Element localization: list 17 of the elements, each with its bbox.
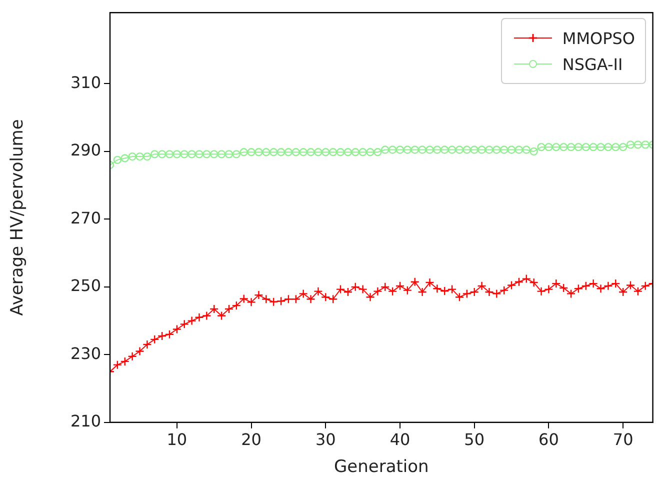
y-axis-title: Average HV/pervolume [8, 119, 28, 316]
x-tick-label: 70 [612, 430, 634, 450]
y-tick-label: 250 [70, 276, 101, 296]
x-tick-label: 30 [315, 430, 336, 450]
x-axis-title: Generation [334, 457, 429, 478]
x-tick-label: 20 [241, 430, 262, 450]
y-tick-label: 310 [70, 72, 101, 92]
x-tick-label: 10 [166, 430, 188, 450]
y-tick-label: 210 [70, 412, 101, 431]
legend-label: MMOPSO [562, 28, 635, 48]
x-tick-label: 40 [390, 430, 410, 450]
x-tick-label: 60 [538, 430, 559, 450]
y-tick-label: 290 [70, 140, 101, 160]
x-tick-label: 50 [464, 430, 485, 450]
y-tick-label: 230 [70, 344, 101, 363]
legend-label: NSGA-II [562, 54, 623, 74]
y-tick-label: 270 [70, 208, 101, 228]
